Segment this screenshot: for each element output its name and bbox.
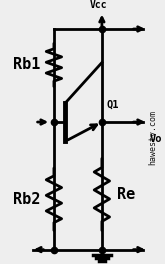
Text: Vo: Vo <box>150 134 162 144</box>
Text: Rb2: Rb2 <box>13 192 41 207</box>
Text: Re: Re <box>117 187 135 202</box>
Text: Q1: Q1 <box>107 100 119 110</box>
Text: hawestv.com: hawestv.com <box>148 110 157 165</box>
Text: Vcc: Vcc <box>90 0 108 10</box>
Text: Rb1: Rb1 <box>13 58 41 72</box>
